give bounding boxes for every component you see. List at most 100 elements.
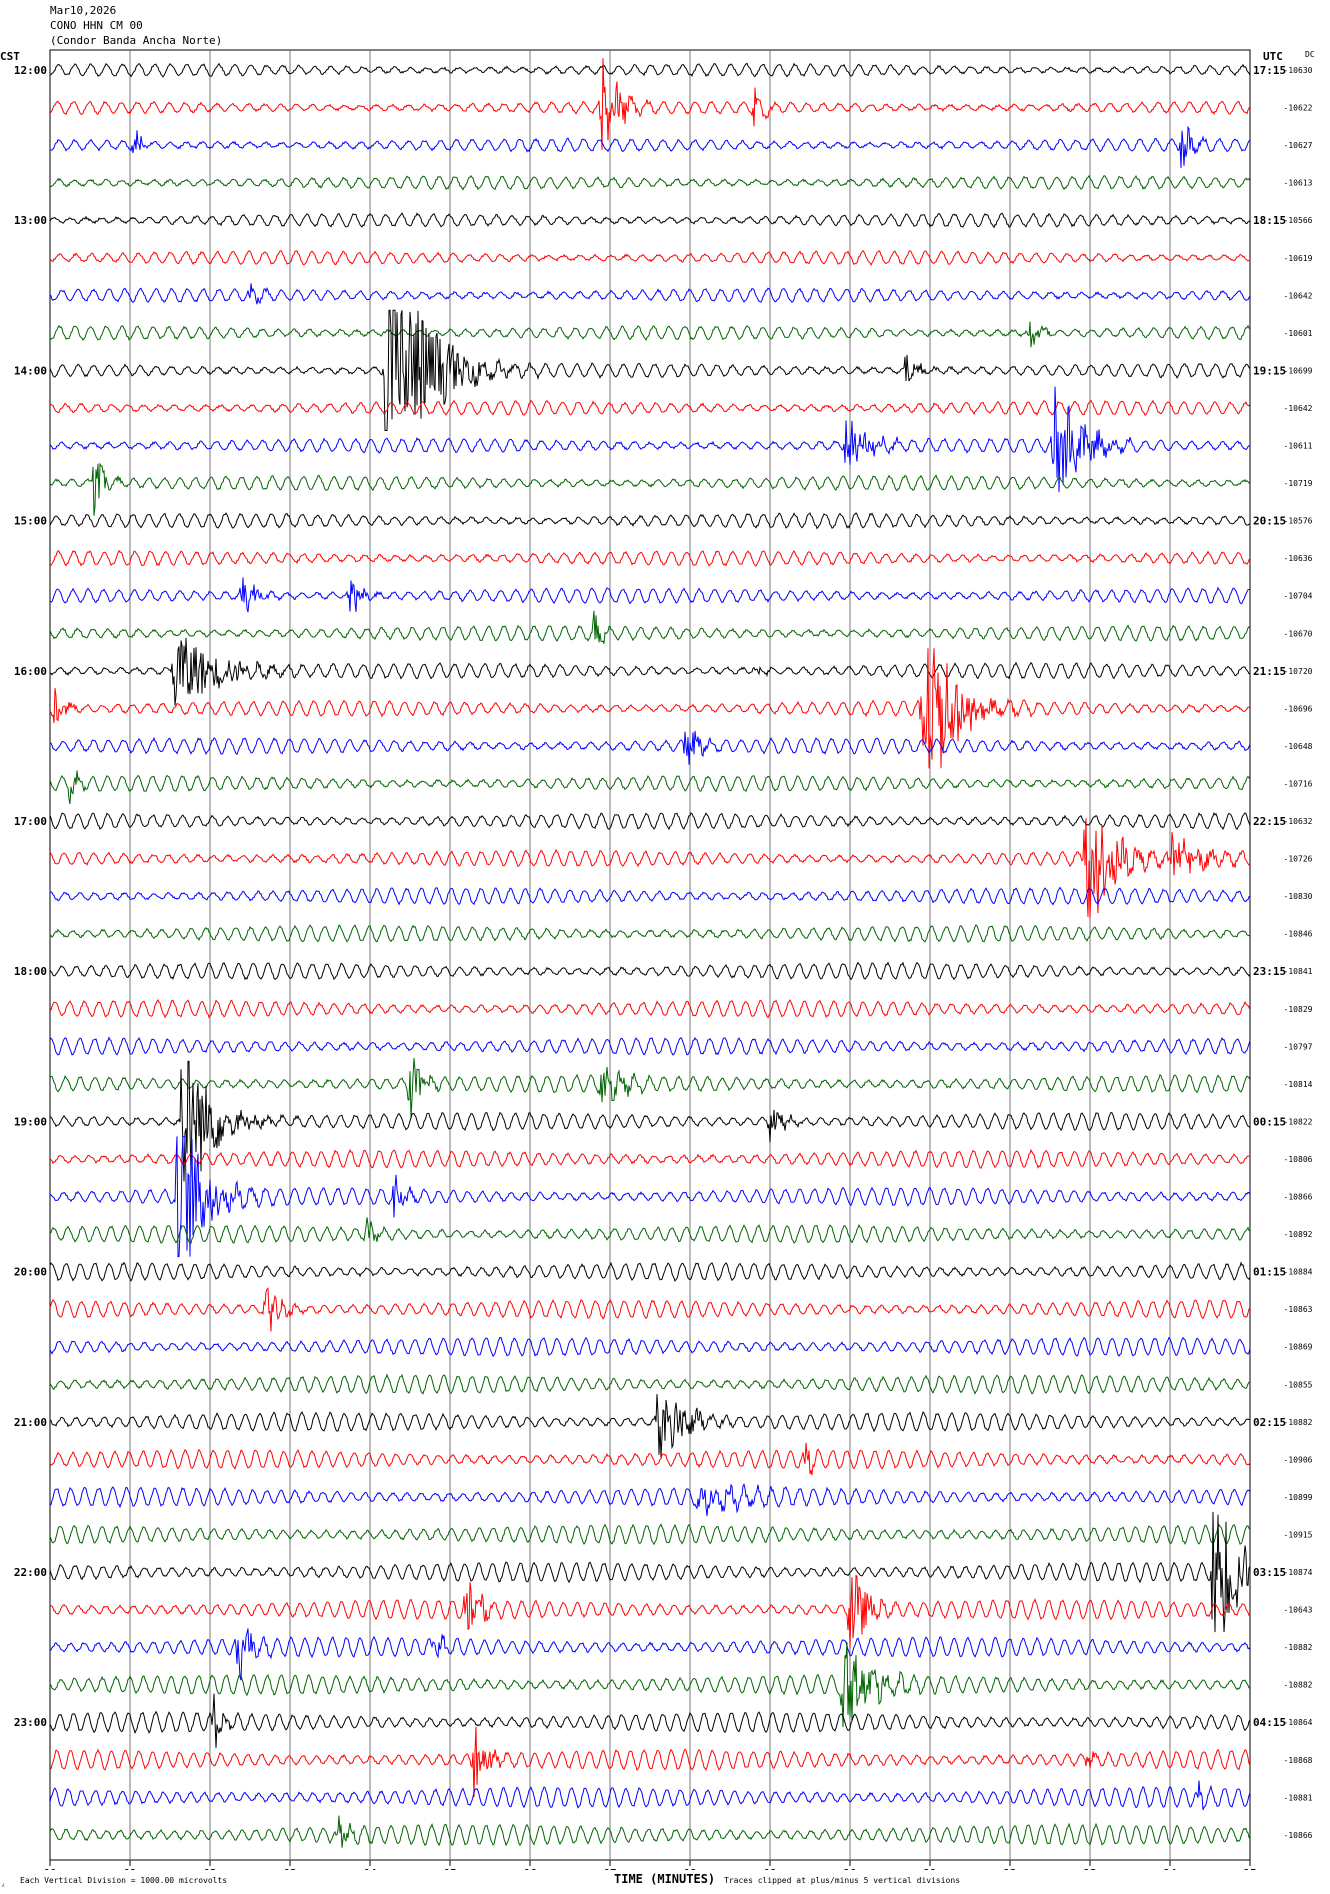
trace-line	[49, 1058, 1251, 1118]
dc-offset-label: -10719	[1284, 479, 1313, 488]
cst-hour-label: 14:00	[14, 364, 47, 377]
trace-line	[49, 1523, 1251, 1546]
trace-group	[49, 58, 1251, 1848]
trace-line	[49, 549, 1251, 567]
trace-line	[49, 249, 1251, 266]
dc-offset-label: -10613	[1284, 179, 1313, 188]
x-axis-title: TIME (MINUTES)	[614, 1872, 716, 1886]
dc-offset-label: -10643	[1284, 1606, 1313, 1615]
date-label: Mar10,2026	[50, 4, 117, 17]
x-tick-label: 08	[683, 1867, 696, 1870]
utc-axis-label: UTC	[1263, 50, 1283, 63]
cst-hour-label: 15:00	[14, 515, 47, 528]
dc-offset-label: -10874	[1284, 1568, 1313, 1577]
x-tick-label: 07	[603, 1867, 616, 1870]
dc-offset-label: -10699	[1284, 366, 1313, 375]
dc-offset-label: -10696	[1284, 704, 1313, 713]
x-tick-label: 09	[763, 1867, 776, 1870]
dc-offset-label: -10720	[1284, 667, 1313, 676]
dc-offset-label: -10846	[1284, 930, 1313, 939]
dc-offset-label: -10868	[1284, 1756, 1313, 1765]
cst-hour-label: 18:00	[14, 965, 47, 978]
utc-hour-label: 22:15	[1253, 815, 1286, 828]
trace-line	[49, 577, 1251, 613]
plot-header: Mar10,2026 CONO HHN CM 00 (Condor Banda …	[50, 3, 222, 48]
trace-line	[49, 1574, 1251, 1649]
utc-hour-label: 01:15	[1253, 1266, 1286, 1279]
x-tick-label: 05	[443, 1867, 456, 1870]
trace-line	[49, 283, 1251, 305]
cst-hour-label: 21:00	[14, 1416, 47, 1429]
dc-offset-label: -10882	[1284, 1681, 1313, 1690]
dc-offset-label: -10855	[1284, 1380, 1313, 1389]
cst-hour-label: 16:00	[14, 665, 47, 678]
trace-line	[49, 58, 1251, 150]
dc-offset-label: -10576	[1284, 517, 1313, 526]
trace-line	[49, 462, 1251, 516]
dc-offset-label: -10906	[1284, 1455, 1313, 1464]
trace-line	[49, 1511, 1251, 1633]
utc-hour-label: 17:15	[1253, 64, 1286, 77]
trace-line	[49, 961, 1251, 981]
dc-offset-label: -10863	[1284, 1305, 1313, 1314]
dc-offset-label: -10869	[1284, 1343, 1313, 1352]
clip-note: Traces clipped at plus/minus 5 vertical …	[724, 1876, 961, 1885]
trace-line	[49, 610, 1251, 644]
dc-offset-label: -10915	[1284, 1530, 1313, 1539]
dc-offset-label: -10866	[1284, 1193, 1313, 1202]
dc-offset-label: -10636	[1284, 554, 1313, 563]
dc-offset-label: -10829	[1284, 1005, 1313, 1014]
trace-line	[49, 1336, 1251, 1358]
dc-offset-label: -10806	[1284, 1155, 1313, 1164]
trace-line	[49, 1394, 1251, 1458]
scale-note: Each Vertical Division = 1000.00 microvo…	[20, 1876, 228, 1885]
dc-offset-label: -10632	[1284, 817, 1313, 826]
minute-gridlines	[49, 49, 1251, 1861]
cst-hour-label: 22:00	[14, 1566, 47, 1579]
utc-hour-label: 21:15	[1253, 665, 1286, 678]
plot-frame	[49, 49, 1251, 1861]
utc-hour-label: 23:15	[1253, 965, 1286, 978]
trace-line	[49, 1287, 1251, 1332]
trace-line	[49, 62, 1251, 78]
dc-offset-label: -10899	[1284, 1493, 1313, 1502]
trace-line	[49, 1483, 1251, 1516]
dc-offset-label: -10704	[1284, 592, 1313, 601]
dc-offset-label: -10611	[1284, 442, 1313, 451]
trace-line	[49, 1148, 1251, 1169]
trace-line	[49, 1036, 1251, 1056]
dc-offset-label: -10670	[1284, 629, 1313, 638]
trace-line	[49, 174, 1251, 191]
trace-line	[49, 399, 1251, 416]
dc-offset-label: -10884	[1284, 1268, 1313, 1277]
trace-line	[49, 812, 1251, 831]
x-tick-label: 13	[1083, 1867, 1096, 1870]
dc-offset-label: -10841	[1284, 967, 1313, 976]
x-tick-label: 06	[523, 1867, 537, 1870]
dc-offset-label: -10619	[1284, 254, 1313, 263]
trace-line	[49, 1373, 1250, 1395]
station-code: CONO HHN CM 00	[50, 19, 143, 32]
axis-labels: -10630 -10622 -10627 -10613 -10566 -10619 -106…	[0, 50, 1315, 1870]
x-tick-label: 12	[1003, 1867, 1016, 1870]
trace-line	[49, 1780, 1251, 1811]
dc-axis-label: DC	[1305, 50, 1315, 59]
x-tick-label: 04	[363, 1867, 377, 1870]
utc-hour-label: 02:15	[1253, 1416, 1286, 1429]
trace-line	[49, 1060, 1251, 1182]
dc-offset-label: -10716	[1284, 779, 1313, 788]
trace-line	[49, 818, 1251, 919]
dc-offset-label: -10822	[1284, 1117, 1313, 1126]
utc-hour-label: 03:15	[1253, 1566, 1286, 1579]
dc-offset-label: -10642	[1284, 291, 1313, 300]
dc-offset-label: -10627	[1284, 141, 1313, 150]
cst-hour-label: 23:00	[14, 1716, 47, 1729]
trace-line	[49, 212, 1251, 229]
trace-line	[49, 648, 1251, 769]
trace-line	[49, 998, 1251, 1019]
dc-offset-label: -10892	[1284, 1230, 1313, 1239]
trace-line	[49, 886, 1251, 906]
dc-offset-label: -10566	[1284, 216, 1313, 225]
trace-line	[49, 1261, 1251, 1282]
